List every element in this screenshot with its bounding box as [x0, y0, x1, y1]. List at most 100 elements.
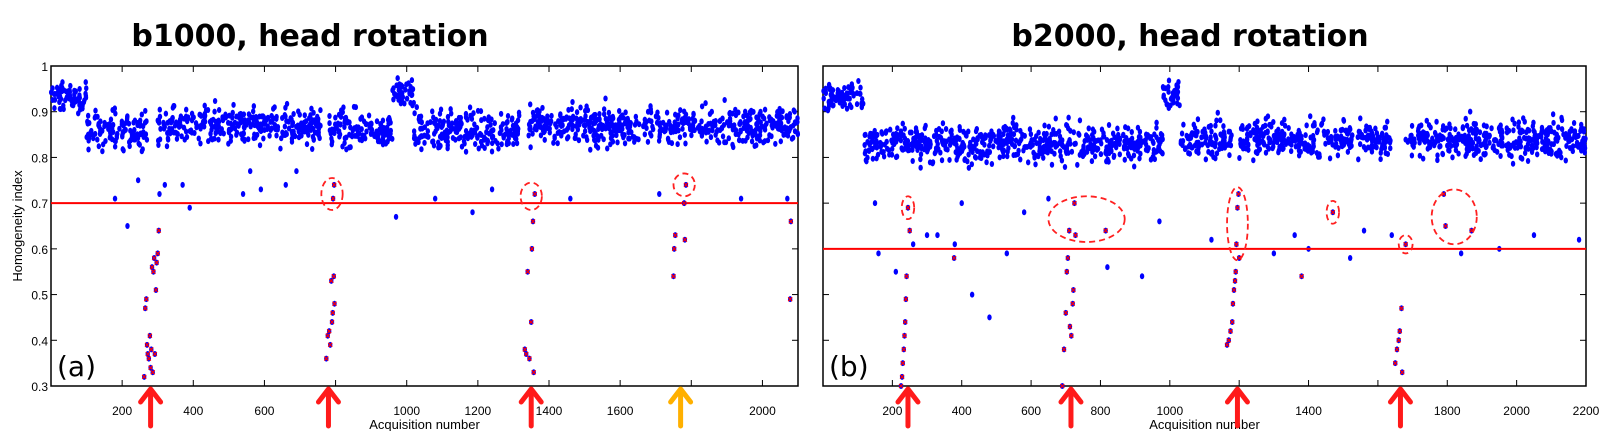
data-point — [844, 105, 850, 112]
dashed-circle-annotation — [1226, 186, 1249, 262]
data-point — [1463, 136, 1468, 143]
flagged-point — [1072, 200, 1077, 207]
data-point — [256, 123, 261, 130]
flag-x-marker — [527, 356, 532, 361]
data-point — [366, 112, 372, 119]
data-point — [754, 121, 759, 128]
data-point — [411, 128, 417, 135]
data-point — [1538, 133, 1544, 140]
data-point — [887, 151, 892, 158]
data-point — [968, 146, 973, 153]
data-point — [496, 145, 501, 152]
data-point — [340, 109, 345, 116]
data-point-outlier — [135, 177, 141, 184]
flagged-point — [1299, 273, 1305, 280]
data-point-outlier — [1105, 264, 1110, 271]
data-point — [1202, 133, 1207, 140]
flagged-point — [148, 346, 154, 353]
data-point — [135, 122, 140, 129]
data-point — [947, 156, 952, 163]
x-tick-label: 200 — [882, 404, 902, 418]
data-point — [132, 126, 137, 133]
flagged-point — [682, 236, 688, 243]
data-point — [526, 132, 531, 139]
data-point — [1292, 137, 1298, 144]
data-point — [603, 95, 608, 102]
data-point — [216, 119, 221, 126]
data-point — [1116, 131, 1121, 138]
flagged-point — [146, 355, 152, 362]
data-point — [1369, 130, 1375, 137]
data-point — [414, 104, 419, 111]
flagged-point — [904, 273, 910, 280]
data-point — [1287, 140, 1292, 147]
flagged-point — [903, 296, 909, 303]
data-point — [996, 128, 1002, 135]
data-point — [658, 125, 664, 132]
y-tick-label: 0.6 — [31, 243, 48, 257]
data-point — [294, 123, 299, 130]
data-point — [514, 140, 520, 147]
flag-x-marker — [332, 301, 337, 307]
data-point — [1041, 144, 1047, 151]
data-point — [1421, 137, 1427, 144]
data-point — [1022, 144, 1028, 151]
data-point — [985, 148, 990, 155]
data-point — [1412, 139, 1417, 146]
data-point — [1522, 150, 1528, 157]
flag-x-marker — [683, 182, 689, 188]
dashed-circle-annotation — [900, 195, 916, 221]
data-point — [374, 118, 380, 125]
flag-x-marker — [1065, 255, 1071, 261]
data-point — [76, 110, 81, 117]
data-point — [117, 125, 122, 132]
data-point — [980, 139, 985, 146]
data-point-outlier — [283, 181, 288, 188]
data-point — [1531, 127, 1536, 134]
data-point — [576, 137, 582, 144]
data-point — [1554, 134, 1559, 141]
data-point — [472, 121, 477, 128]
data-point — [1041, 154, 1046, 161]
data-point — [380, 141, 386, 148]
data-point — [703, 100, 708, 107]
data-point — [359, 114, 365, 121]
data-point — [420, 125, 425, 132]
dashed-circle-annotation — [519, 181, 543, 211]
data-point — [737, 137, 742, 144]
dashed-circle-annotation — [1397, 234, 1414, 255]
data-point — [1341, 117, 1347, 124]
data-point — [791, 107, 796, 114]
flag-x-marker — [154, 260, 160, 265]
data-point — [127, 143, 132, 150]
data-point — [1174, 82, 1179, 89]
data-point — [83, 93, 89, 100]
data-point — [578, 116, 584, 123]
data-point — [1546, 139, 1551, 146]
data-point — [1511, 127, 1516, 134]
data-point — [1215, 109, 1220, 116]
flag-x-marker — [144, 342, 150, 348]
data-point — [537, 121, 542, 128]
data-point — [981, 151, 986, 158]
data-point — [318, 107, 323, 114]
data-point — [708, 134, 714, 141]
data-point — [261, 135, 266, 142]
data-point — [1428, 124, 1433, 131]
data-point — [1049, 131, 1054, 138]
data-point — [756, 125, 761, 132]
data-point — [1330, 141, 1335, 148]
data-point — [231, 101, 236, 108]
data-point — [448, 124, 454, 131]
flag-x-marker — [1067, 324, 1073, 329]
data-point — [1135, 124, 1141, 131]
data-point — [699, 118, 704, 125]
data-point — [1195, 128, 1200, 135]
data-point — [1122, 156, 1127, 163]
data-point — [826, 102, 832, 109]
data-point — [939, 157, 945, 164]
flag-x-marker — [530, 219, 536, 224]
flagged-point — [331, 273, 337, 280]
data-point — [1101, 133, 1107, 140]
data-point — [1338, 127, 1344, 134]
